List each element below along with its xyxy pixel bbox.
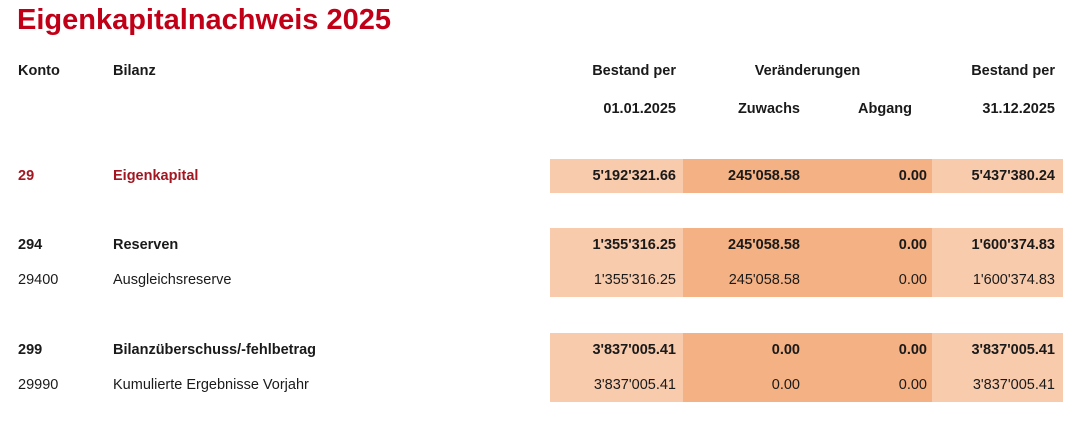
column-header-konto: Konto <box>18 62 60 79</box>
column-header-opening-balance: Bestand per <box>592 62 676 79</box>
closing-cell: 1'600'374.83 <box>932 228 1063 263</box>
konto-cell: 299 <box>18 342 43 359</box>
konto-cell: 29400 <box>18 271 59 288</box>
opening-cell: 3'837'005.41 <box>550 333 683 368</box>
column-header-date-start: 01.01.2025 <box>603 100 676 117</box>
column-header-changes: Veränderungen <box>754 62 861 79</box>
table-row-bilanzueberschuss: 299 Bilanzüberschuss/-fehlbetrag 3'837'0… <box>0 333 1084 368</box>
bilanz-cell: Eigenkapital <box>113 167 199 184</box>
column-header-date-end: 31.12.2025 <box>982 100 1055 117</box>
abgang-cell: 0.00 <box>810 368 932 402</box>
opening-cell: 1'355'316.25 <box>550 263 683 297</box>
zuwachs-cell: 245'058.58 <box>683 263 810 297</box>
bilanz-cell: Bilanzüberschuss/-fehlbetrag <box>113 342 317 359</box>
bilanz-cell: Kumulierte Ergebnisse Vorjahr <box>113 376 309 393</box>
opening-cell: 1'355'316.25 <box>550 228 683 263</box>
closing-cell: 1'600'374.83 <box>932 263 1063 297</box>
abgang-cell: 0.00 <box>810 228 932 263</box>
column-header-closing-balance: Bestand per <box>971 62 1055 79</box>
zuwachs-cell: 245'058.58 <box>683 159 810 193</box>
table-header-row-2: 01.01.2025 Zuwachs Abgang 31.12.2025 <box>0 98 1084 120</box>
abgang-cell: 0.00 <box>810 159 932 193</box>
table-row-eigenkapital: 29 Eigenkapital 5'192'321.66 245'058.58 … <box>0 159 1084 193</box>
abgang-cell: 0.00 <box>810 263 932 297</box>
abgang-cell: 0.00 <box>810 333 932 368</box>
closing-cell: 3'837'005.41 <box>932 333 1063 368</box>
konto-cell: 29 <box>18 167 35 184</box>
opening-cell: 3'837'005.41 <box>550 368 683 402</box>
column-header-bilanz: Bilanz <box>113 62 156 79</box>
konto-cell: 29990 <box>18 376 59 393</box>
table-header-row-1: Konto Bilanz Bestand per Veränderungen B… <box>0 60 1084 82</box>
column-header-abgang: Abgang <box>858 100 912 117</box>
zuwachs-cell: 0.00 <box>683 368 810 402</box>
closing-cell: 5'437'380.24 <box>932 159 1063 193</box>
konto-cell: 294 <box>18 237 43 254</box>
zuwachs-cell: 0.00 <box>683 333 810 368</box>
table-row-reserven: 294 Reserven 1'355'316.25 245'058.58 0.0… <box>0 228 1084 263</box>
bilanz-cell: Reserven <box>113 237 179 254</box>
table-row-kumulierte-ergebnisse: 29990 Kumulierte Ergebnisse Vorjahr 3'83… <box>0 368 1084 402</box>
table-row-ausgleichsreserve: 29400 Ausgleichsreserve 1'355'316.25 245… <box>0 263 1084 297</box>
closing-cell: 3'837'005.41 <box>932 368 1063 402</box>
page-title: Eigenkapitalnachweis 2025 <box>17 4 391 36</box>
column-header-zuwachs: Zuwachs <box>737 100 800 117</box>
bilanz-cell: Ausgleichsreserve <box>113 271 232 288</box>
zuwachs-cell: 245'058.58 <box>683 228 810 263</box>
opening-cell: 5'192'321.66 <box>550 159 683 193</box>
